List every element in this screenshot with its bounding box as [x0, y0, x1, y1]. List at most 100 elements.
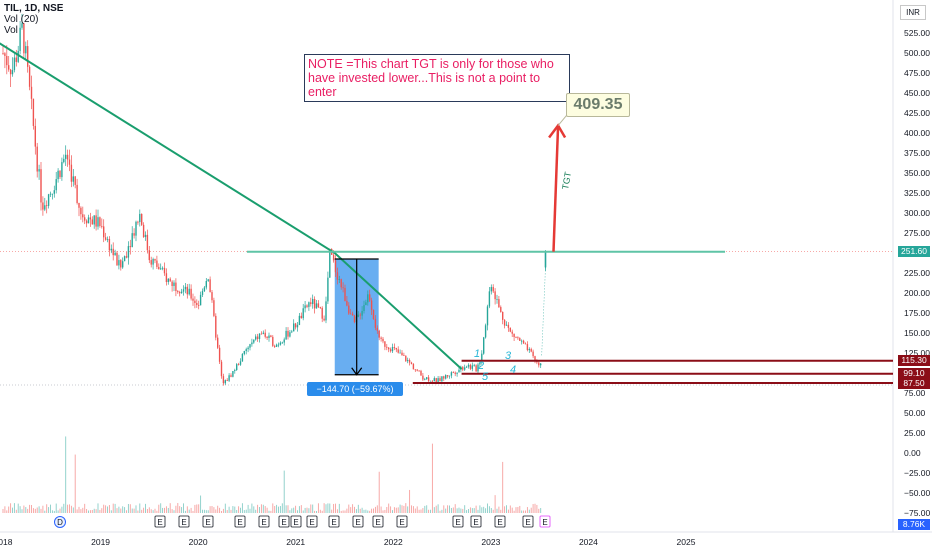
candle-body [439, 378, 441, 382]
candle-body [391, 347, 394, 352]
candle-body [500, 307, 502, 312]
price-box-support-2: 99.10 [898, 368, 930, 380]
candle-body [93, 215, 95, 225]
candle-body [395, 347, 397, 350]
tgt-text: TGT [560, 170, 573, 190]
candle-body [300, 315, 302, 319]
candle-body [266, 336, 268, 338]
gap-dotted-line [541, 267, 546, 358]
candle-body [87, 217, 90, 224]
candle-body [51, 193, 54, 195]
candle-body [291, 331, 293, 333]
candle-body [139, 213, 141, 223]
event-marker-label: E [309, 518, 314, 527]
event-marker-label: E [181, 518, 186, 527]
candle-body [268, 335, 270, 338]
candle-body [218, 347, 221, 362]
candle-body [275, 344, 278, 347]
symbol-label: TIL, 1D, NSE [4, 3, 64, 14]
candle-body [57, 170, 59, 180]
candle-body [388, 347, 390, 350]
candle-body [142, 224, 145, 238]
candle-body [414, 369, 416, 371]
price-box-support-1: 115.30 [898, 355, 930, 367]
candle-body [441, 376, 443, 382]
candle-body [163, 267, 166, 274]
candle-body [199, 294, 202, 306]
candle-body [511, 331, 513, 334]
candle-body [9, 69, 12, 75]
candle-body [165, 273, 168, 283]
candle-body [173, 282, 175, 286]
candle-body [528, 349, 530, 351]
volume-tick-label: 50.00 [904, 408, 926, 418]
candle-body [294, 323, 297, 328]
event-marker-label: E [455, 518, 460, 527]
candle-body [401, 352, 403, 356]
price-tick-label: 200.00 [904, 288, 930, 298]
candle-body [99, 217, 101, 226]
candle-body [27, 46, 29, 67]
price-tick-label: 275.00 [904, 228, 930, 238]
candle-body [329, 248, 331, 278]
candle-body [209, 279, 211, 293]
candle-body [110, 248, 112, 251]
candle-body [169, 278, 171, 282]
candle-body [435, 378, 437, 383]
price-box-resistance: 251.60 [898, 246, 930, 258]
event-marker-label: E [331, 518, 336, 527]
candle-body [407, 360, 409, 362]
candle-body [445, 375, 447, 379]
candle-body [534, 356, 536, 361]
candle-body [399, 352, 401, 354]
candle-body [38, 169, 40, 172]
candle-body [418, 370, 420, 372]
candle-body [382, 338, 384, 342]
candle-body [270, 335, 272, 337]
time-tick-label: 2021 [286, 537, 305, 547]
event-marker-label: E [293, 518, 298, 527]
candle-body [334, 260, 337, 273]
candle-body [192, 298, 194, 301]
candle-body [505, 324, 508, 326]
candle-body [427, 377, 430, 381]
candle-body [40, 169, 42, 203]
candle-body [397, 349, 399, 353]
note-annotation[interactable]: NOTE =This chart TGT is only for those w… [304, 54, 570, 102]
earnings-marker [306, 515, 318, 528]
candle-body [437, 378, 439, 383]
candle-body [232, 371, 234, 377]
candle-body [433, 378, 435, 382]
candle-body [308, 302, 310, 307]
candle-body [89, 217, 92, 220]
candle-body [243, 351, 245, 354]
candle-body [15, 57, 17, 62]
candle-body [323, 318, 325, 321]
candle-body [120, 260, 122, 268]
candle-body [158, 266, 160, 270]
candle-body [141, 213, 143, 225]
candle-body [30, 86, 33, 99]
candle-body [171, 281, 173, 286]
candle-body [226, 380, 228, 381]
candle-body [296, 324, 299, 328]
candle-body [154, 259, 156, 261]
candle-body [72, 176, 74, 182]
candle-body [494, 291, 496, 300]
currency-button[interactable]: INR [900, 5, 926, 20]
candle-body [524, 343, 527, 345]
candle-body [367, 294, 369, 303]
target-label[interactable]: 409.35 [566, 93, 630, 117]
candle-body [25, 46, 27, 54]
candle-body [336, 272, 339, 280]
candle-body [258, 333, 261, 339]
candle-body [490, 287, 492, 292]
candle-body [47, 194, 50, 206]
candle-body [509, 327, 511, 332]
earnings-marker [452, 515, 464, 528]
candle-body [530, 349, 532, 352]
earnings-marker [539, 515, 551, 528]
candle-body [431, 380, 434, 382]
